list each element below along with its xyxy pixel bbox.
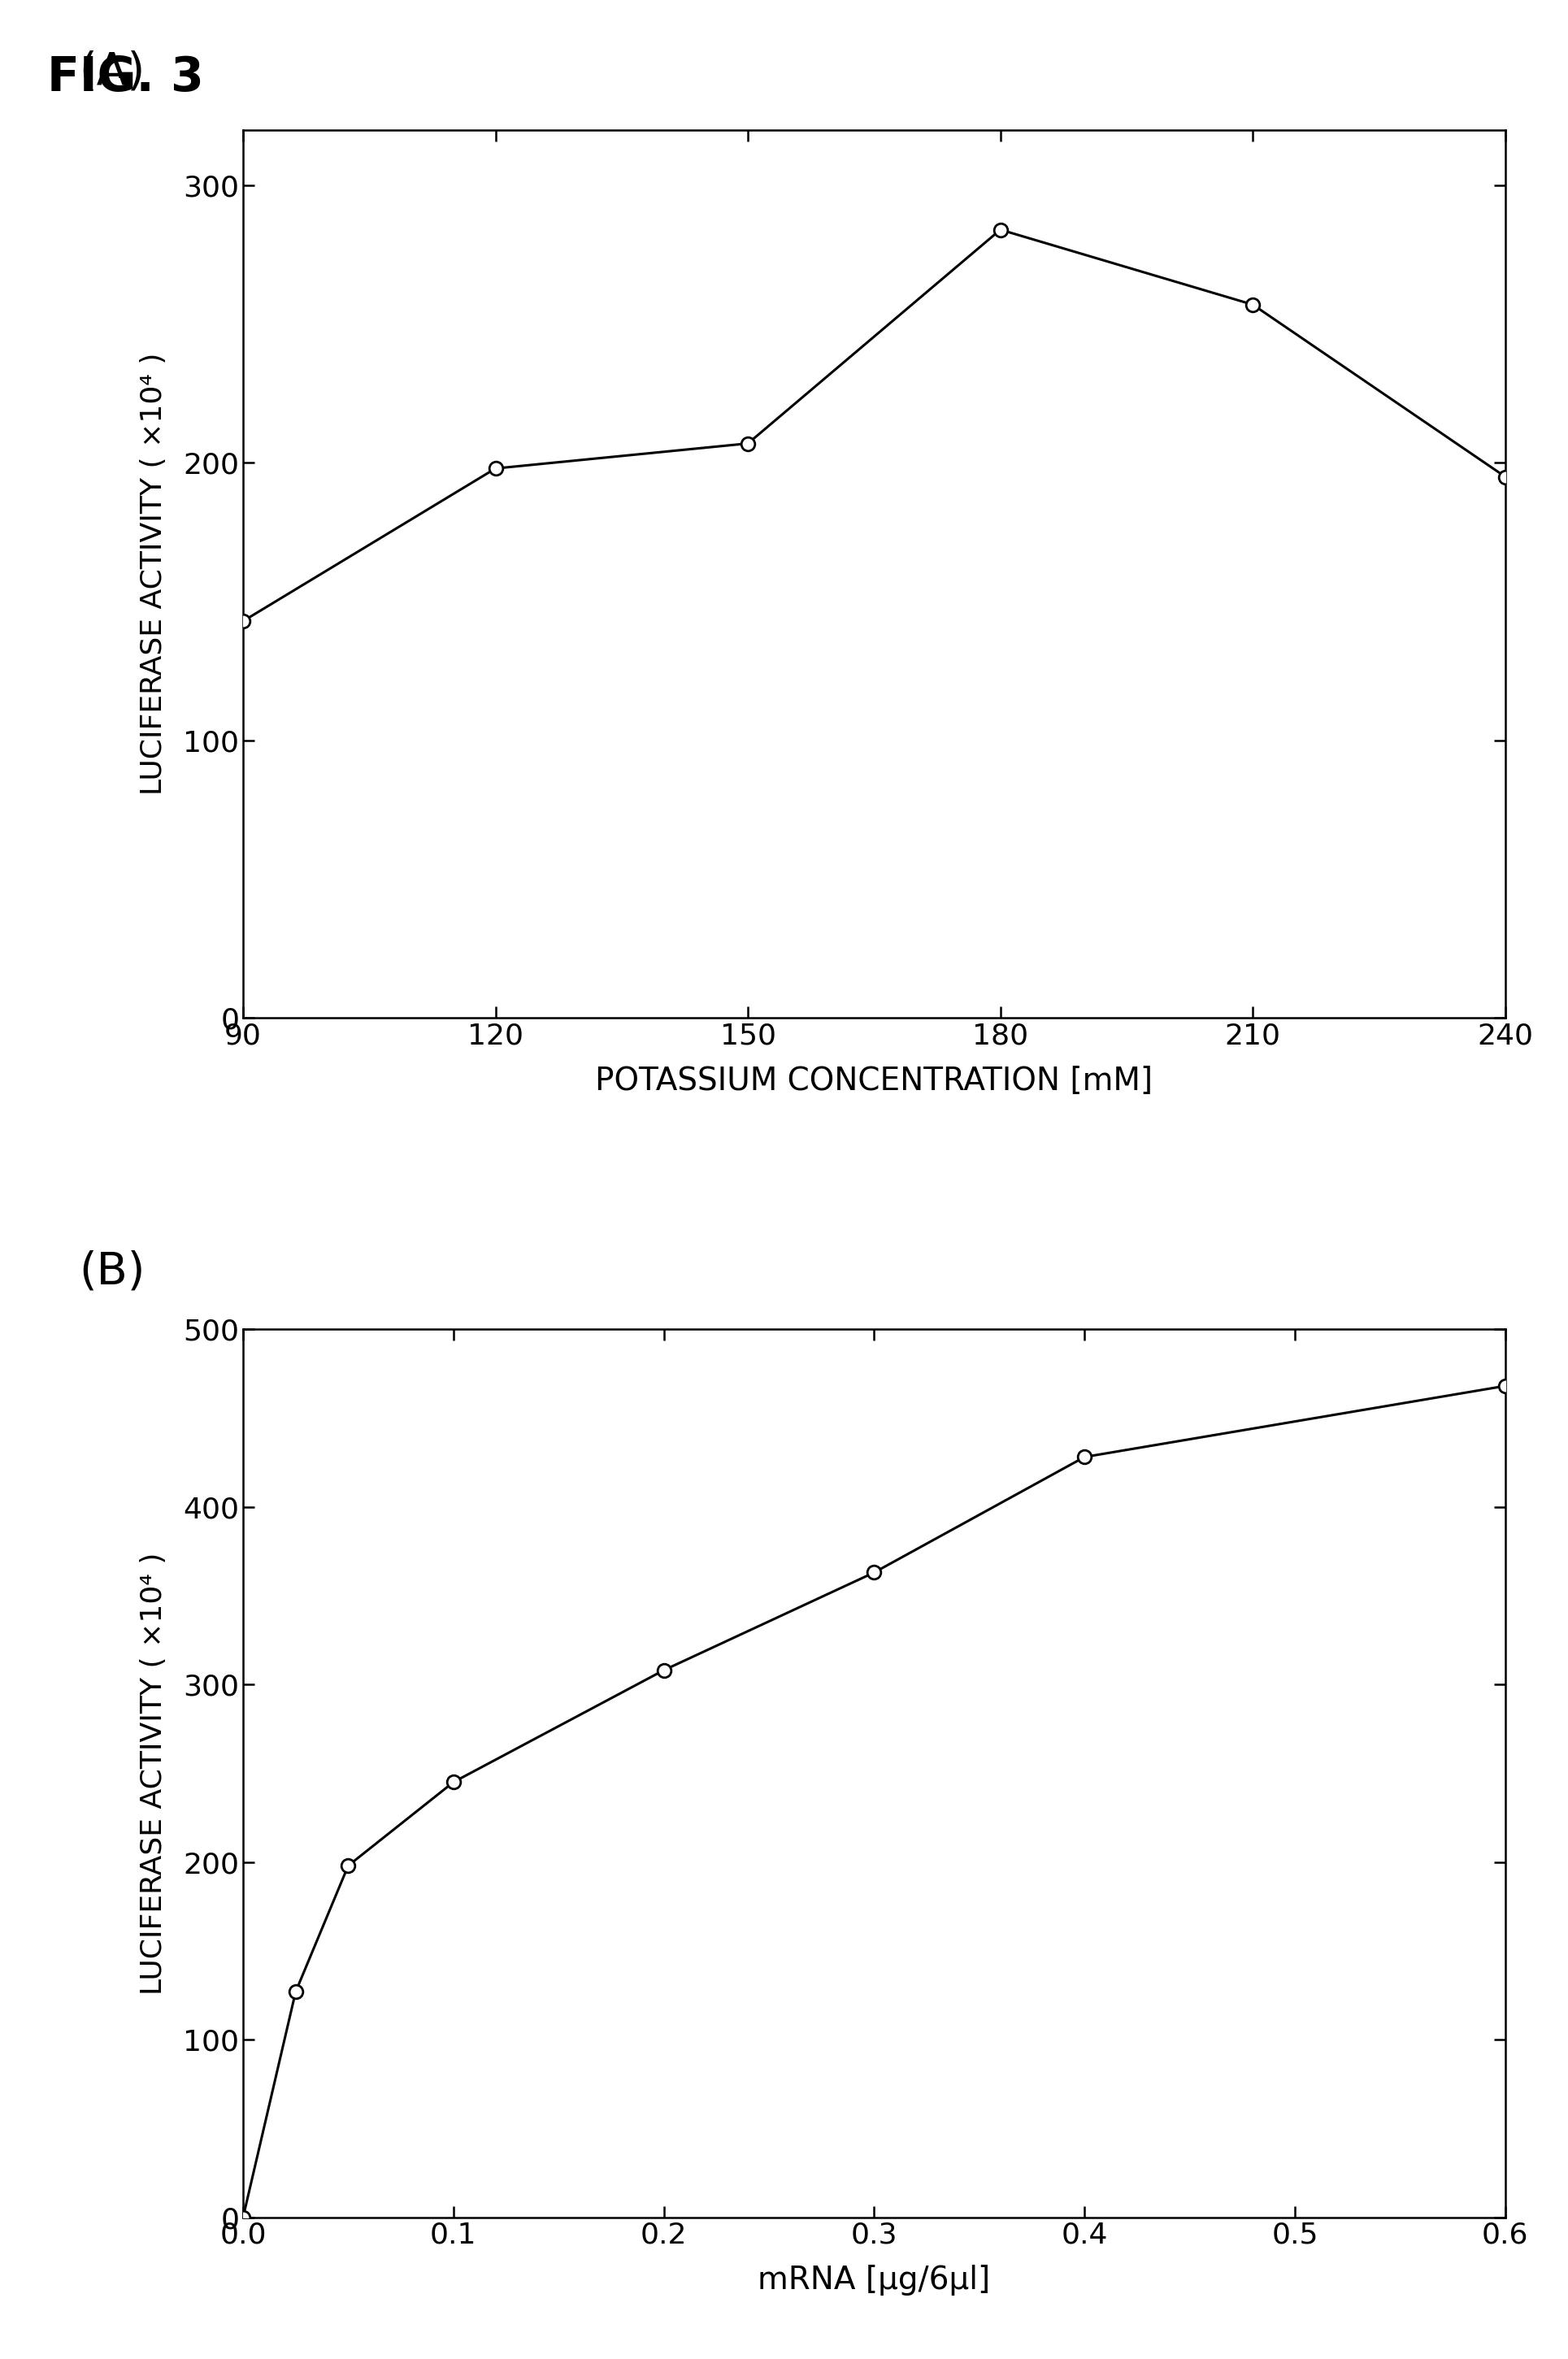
X-axis label: mRNA [μg/6μl]: mRNA [μg/6μl] [757,2265,991,2295]
Text: (B): (B) [78,1250,146,1293]
Text: (A): (A) [78,50,144,94]
Y-axis label: LUCIFERASE ACTIVITY ( ×10⁴ ): LUCIFERASE ACTIVITY ( ×10⁴ ) [140,354,168,795]
Text: FIG. 3: FIG. 3 [47,54,204,101]
X-axis label: POTASSIUM CONCENTRATION [mM]: POTASSIUM CONCENTRATION [mM] [596,1066,1152,1097]
Y-axis label: LUCIFERASE ACTIVITY ( ×10⁴ ): LUCIFERASE ACTIVITY ( ×10⁴ ) [140,1552,168,1993]
